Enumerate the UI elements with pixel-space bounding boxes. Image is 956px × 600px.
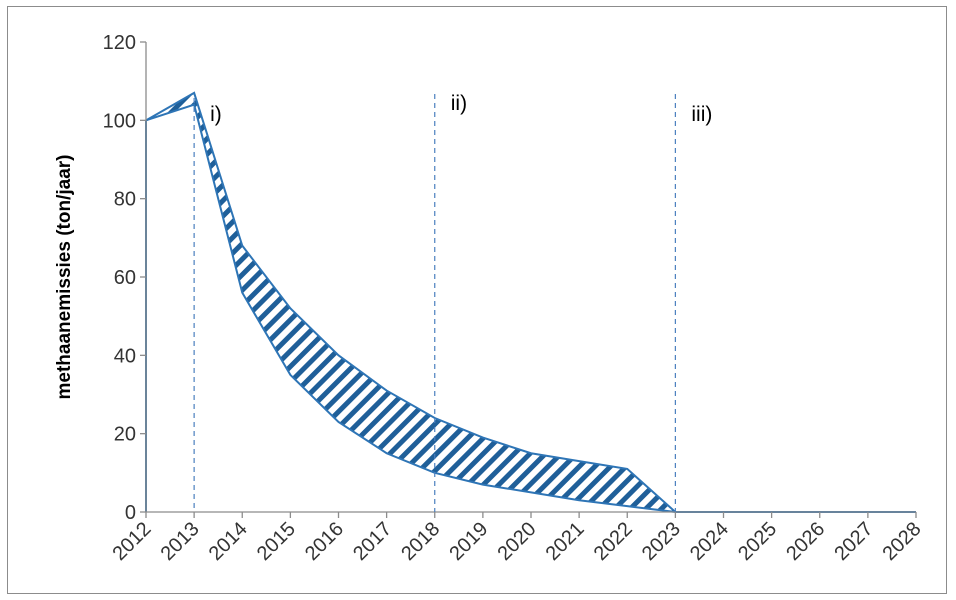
y-tick-label: 80 [114,189,136,211]
x-tick-label: 2027 [830,518,877,565]
y-tick-label: 0 [125,502,136,524]
x-tick-label: 2012 [109,518,156,565]
chart-frame [7,6,947,594]
x-tick-label: 2022 [590,518,637,565]
y-tick-label: 20 [114,424,136,446]
x-tick-label: 2018 [397,518,444,565]
y-tick-label: 40 [114,345,136,367]
x-tick-label: 2028 [879,518,926,565]
y-tick-label: 120 [103,32,136,54]
x-tick-label: 2014 [205,518,252,565]
hatched-area [146,92,916,513]
x-tick-label: 2024 [686,518,733,565]
y-tick-label: 60 [114,267,136,289]
x-tick-label: 2017 [349,518,396,565]
annotation-label: ii) [451,92,467,115]
annotation-label: i) [210,103,222,126]
x-tick-label: 2023 [638,518,685,565]
x-tick-label: 2016 [301,518,348,565]
annotation-label: iii) [691,103,712,126]
y-tick-label: 100 [103,110,136,132]
y-axis-label: methaanemissies (ton/jaar) [54,155,75,400]
x-tick-label: 2026 [782,518,829,565]
x-tick-label: 2025 [734,518,781,565]
x-tick-label: 2015 [253,518,300,565]
x-tick-label: 2019 [445,518,492,565]
x-tick-label: 2021 [542,518,589,565]
x-tick-label: 2020 [494,518,541,565]
x-tick-label: 2013 [157,518,204,565]
